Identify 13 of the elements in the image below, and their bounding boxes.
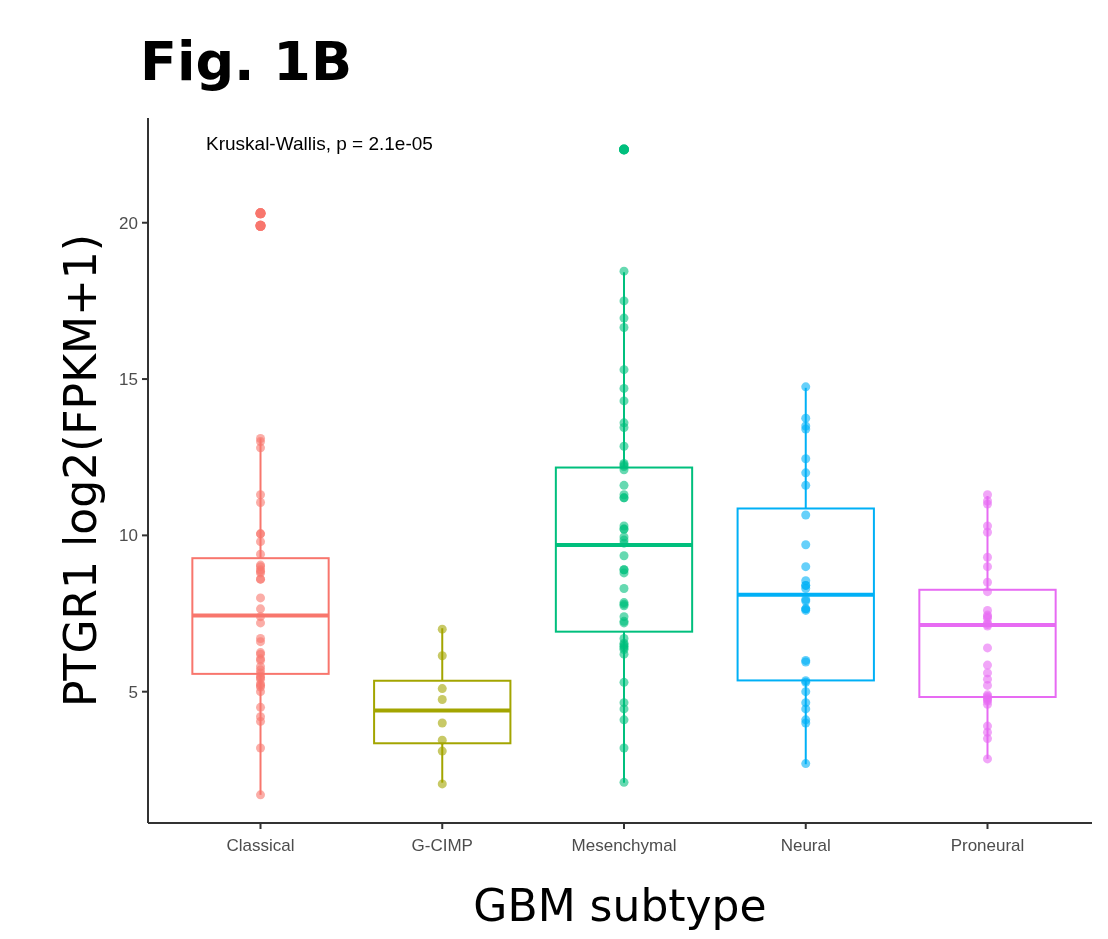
x-tick-label: Classical: [226, 836, 295, 855]
chart-title: Fig. 1B: [140, 30, 353, 93]
y-axis-title: PTGR1 log2(FPKM+1): [55, 234, 106, 707]
y-tick-label: 10: [119, 526, 138, 546]
x-tick-label: Neural: [780, 836, 831, 855]
y-tick-label: 20: [119, 213, 138, 233]
annotation: Kruskal-Wallis, p = 2.1e-05: [206, 133, 433, 154]
y-tick-label: 5: [128, 682, 138, 702]
x-axis-title: GBM subtype: [473, 880, 767, 931]
x-tick-label: Proneural: [950, 836, 1025, 855]
y-tick-label: 15: [119, 370, 138, 389]
x-tick-label: Mesenchymal: [571, 836, 677, 855]
x-tick-label: G-CIMP: [411, 836, 473, 855]
